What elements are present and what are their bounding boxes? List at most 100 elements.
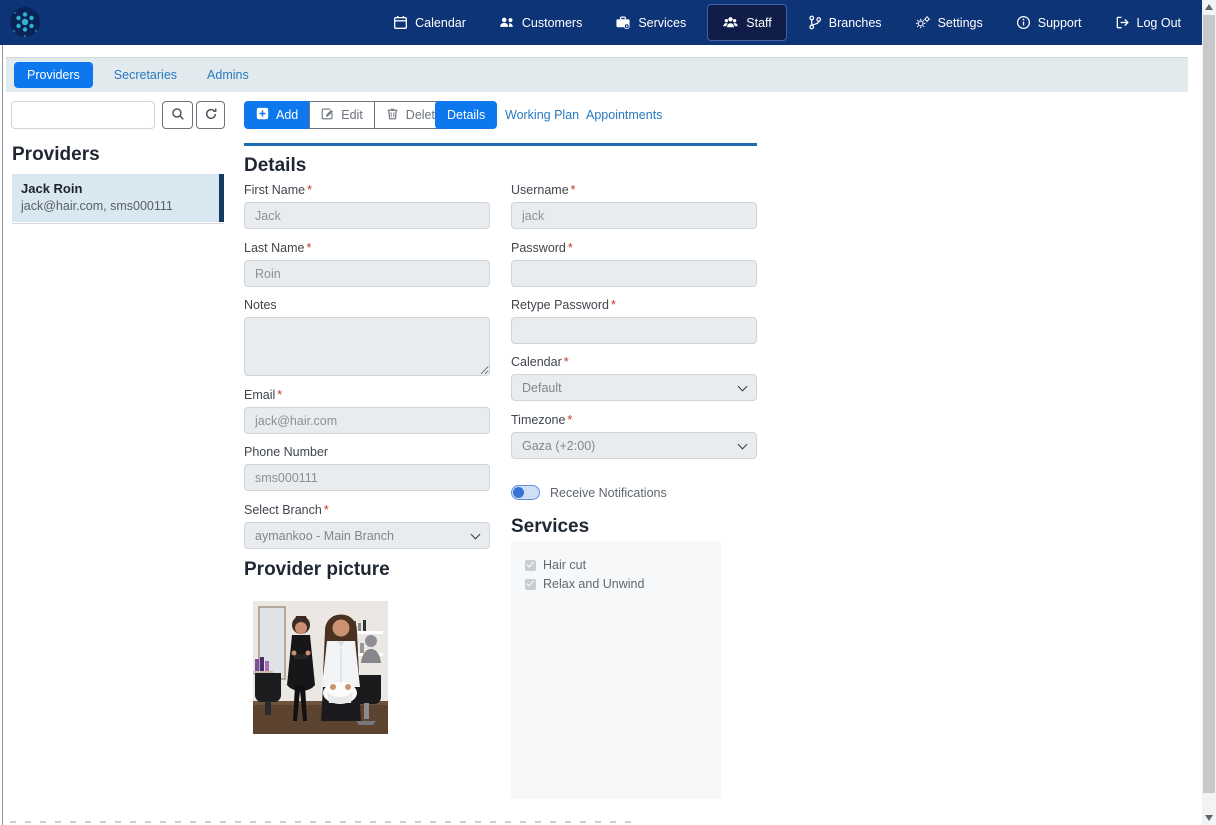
trash-icon <box>386 107 399 123</box>
receive-notifications-toggle[interactable] <box>511 485 540 500</box>
required-marker: * <box>563 355 569 369</box>
calendar-select-value: Default <box>522 380 562 395</box>
delete-label: Delete <box>405 108 442 122</box>
checkbox-relax-and-unwind[interactable] <box>525 578 536 590</box>
field-label: Select Branch * <box>244 503 329 517</box>
required-marker: * <box>323 503 329 517</box>
checkbox-hair-cut[interactable] <box>525 559 536 571</box>
staff-search-input[interactable] <box>11 101 155 129</box>
add-button[interactable]: Add <box>244 101 311 129</box>
password-input[interactable] <box>511 260 757 287</box>
nav-label: Support <box>1037 15 1082 30</box>
nav-label: Services <box>638 15 687 30</box>
email-input[interactable] <box>244 407 490 434</box>
field-label: Timezone * <box>511 413 573 427</box>
nav-item-calendar[interactable]: Calendar <box>381 6 478 39</box>
service-label: Hair cut <box>543 558 587 572</box>
service-option: Relax and Unwind <box>525 577 721 591</box>
details-heading: Details <box>244 155 307 176</box>
page-scrollbar[interactable] <box>1202 0 1216 825</box>
top-navbar: Calendar Customers Services Staff Branch… <box>0 0 1202 45</box>
search-button[interactable] <box>162 101 193 129</box>
customers-icon <box>499 15 515 30</box>
nav-item-services[interactable]: Services <box>603 6 698 39</box>
edit-label: Edit <box>341 108 363 122</box>
field-label: Email * <box>244 388 283 402</box>
field-last-name: Last Name * <box>244 241 490 287</box>
nav-label: Calendar <box>415 15 466 30</box>
provider-name: Jack Roin <box>21 181 83 196</box>
chevron-down-icon <box>737 381 748 391</box>
field-first-name: First Name * <box>244 183 490 229</box>
notifications-row: Receive Notifications <box>511 485 667 500</box>
required-marker: * <box>306 241 312 255</box>
field-label: Username * <box>511 183 576 197</box>
field-retype-password: Retype Password * <box>511 298 757 344</box>
nav-item-support[interactable]: Support <box>1004 6 1094 39</box>
first-name-input[interactable] <box>244 202 490 229</box>
nav-label: Settings <box>937 15 983 30</box>
calendar-select[interactable]: Default <box>511 374 757 401</box>
role-tabs-bar: Providers Secretaries Admins <box>6 57 1188 92</box>
nav-label: Branches <box>828 15 882 30</box>
field-timezone: Timezone * Gaza (+2:00) <box>511 413 757 459</box>
tab-details[interactable]: Details <box>435 101 498 129</box>
scrollbar-thumb[interactable] <box>1203 15 1215 793</box>
cutoff-footer-text <box>10 821 640 823</box>
add-label: Add <box>276 108 299 122</box>
notes-textarea[interactable] <box>244 317 490 376</box>
nav-item-branches[interactable]: Branches <box>796 6 894 39</box>
nav-label: Staff <box>746 15 772 30</box>
field-phone: Phone Number <box>244 445 490 491</box>
edit-button[interactable]: Edit <box>309 101 375 129</box>
retype-password-input[interactable] <box>511 317 757 344</box>
timezone-select[interactable]: Gaza (+2:00) <box>511 432 757 459</box>
field-password: Password * <box>511 241 757 287</box>
service-option: Hair cut <box>525 558 721 572</box>
scrollbar-up-arrow[interactable] <box>1205 4 1213 10</box>
sidebar-heading: Providers <box>12 144 100 165</box>
scrollbar-down-arrow[interactable] <box>1205 815 1213 821</box>
nav-item-settings[interactable]: Settings <box>903 6 995 39</box>
services-heading: Services <box>511 516 590 537</box>
record-actions: Add Edit Delete <box>244 101 454 129</box>
tab-admins[interactable]: Admins <box>207 68 249 82</box>
field-label: Retype Password * <box>511 298 616 312</box>
list-divider <box>12 223 224 224</box>
nav-label: Log Out <box>1136 15 1181 30</box>
field-username: Username * <box>511 183 757 229</box>
tab-working-plan[interactable]: Working Plan <box>505 108 580 122</box>
chevron-down-icon <box>470 529 481 539</box>
provider-list-item[interactable]: Jack Roin jack@hair.com, sms000111 <box>12 174 224 222</box>
services-panel: Hair cut Relax and Unwind <box>511 541 721 799</box>
tab-secretaries[interactable]: Secretaries <box>113 68 178 82</box>
field-label: Notes <box>244 298 277 312</box>
nav-item-staff[interactable]: Staff <box>707 4 787 41</box>
field-notes: Notes <box>244 298 490 381</box>
main-menu: Calendar Customers Services Staff Branch… <box>381 0 1193 45</box>
required-marker: * <box>570 183 576 197</box>
required-marker: * <box>567 413 573 427</box>
logo-icon <box>10 7 40 38</box>
nav-label: Customers <box>521 15 583 30</box>
last-name-input[interactable] <box>244 260 490 287</box>
required-marker: * <box>610 298 616 312</box>
notifications-label: Receive Notifications <box>550 485 667 500</box>
phone-input[interactable] <box>244 464 490 491</box>
tab-appointments[interactable]: Appointments <box>586 108 663 122</box>
nav-item-customers[interactable]: Customers <box>487 6 594 39</box>
branch-select[interactable]: aymankoo - Main Branch <box>244 522 490 549</box>
service-label: Relax and Unwind <box>543 577 645 591</box>
tabs-underline <box>244 143 757 146</box>
refresh-button[interactable] <box>196 101 225 129</box>
tab-providers[interactable]: Providers <box>14 62 93 88</box>
calendar-icon <box>393 15 408 30</box>
required-marker: * <box>307 183 312 197</box>
nav-item-logout[interactable]: Log Out <box>1103 6 1193 39</box>
provider-contact: jack@hair.com, sms000111 <box>21 199 173 213</box>
services-icon <box>615 15 631 30</box>
settings-icon <box>915 15 931 30</box>
required-marker: * <box>277 388 283 402</box>
username-input[interactable] <box>511 202 757 229</box>
